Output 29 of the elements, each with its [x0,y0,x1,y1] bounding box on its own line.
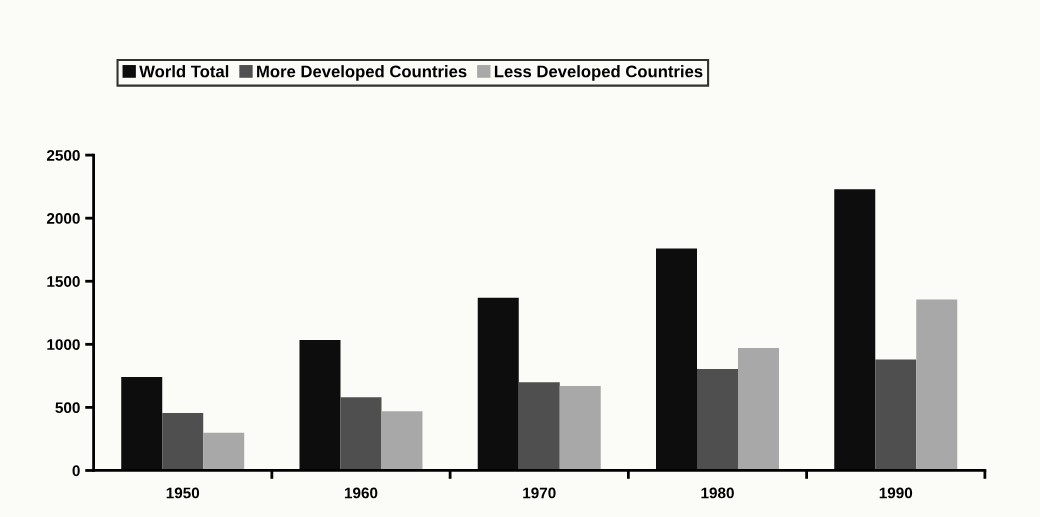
bar [875,359,917,471]
x-tick-label: 1960 [344,487,378,499]
y-tick-label: 2500 [46,149,80,161]
bar [916,299,958,471]
y-tick-label: 0 [72,465,80,477]
x-tick-label: 1980 [701,487,734,499]
y-tick-label: 1500 [47,276,80,287]
bar [697,368,738,471]
bar [162,413,204,471]
bar [834,189,876,471]
y-tick-label: 2000 [46,213,80,224]
y-tick-label: 1000 [47,339,80,351]
legend-label: World Total [139,65,229,78]
legend-label: Less Developed Countries [494,65,703,81]
y-tick-label: 500 [55,402,80,414]
legend-label: More Developed Countries [257,65,467,81]
x-tick-label: 1970 [523,487,556,499]
bar [559,385,601,471]
bar [381,411,423,471]
bar [738,348,779,471]
bar [477,297,519,471]
bar [518,382,560,471]
bar [299,339,341,471]
x-tick-label: 1990 [879,487,913,499]
bar [121,377,163,471]
x-tick-label: 1950 [166,487,200,499]
bar [656,248,697,471]
bar [203,432,245,471]
bar [340,397,382,471]
